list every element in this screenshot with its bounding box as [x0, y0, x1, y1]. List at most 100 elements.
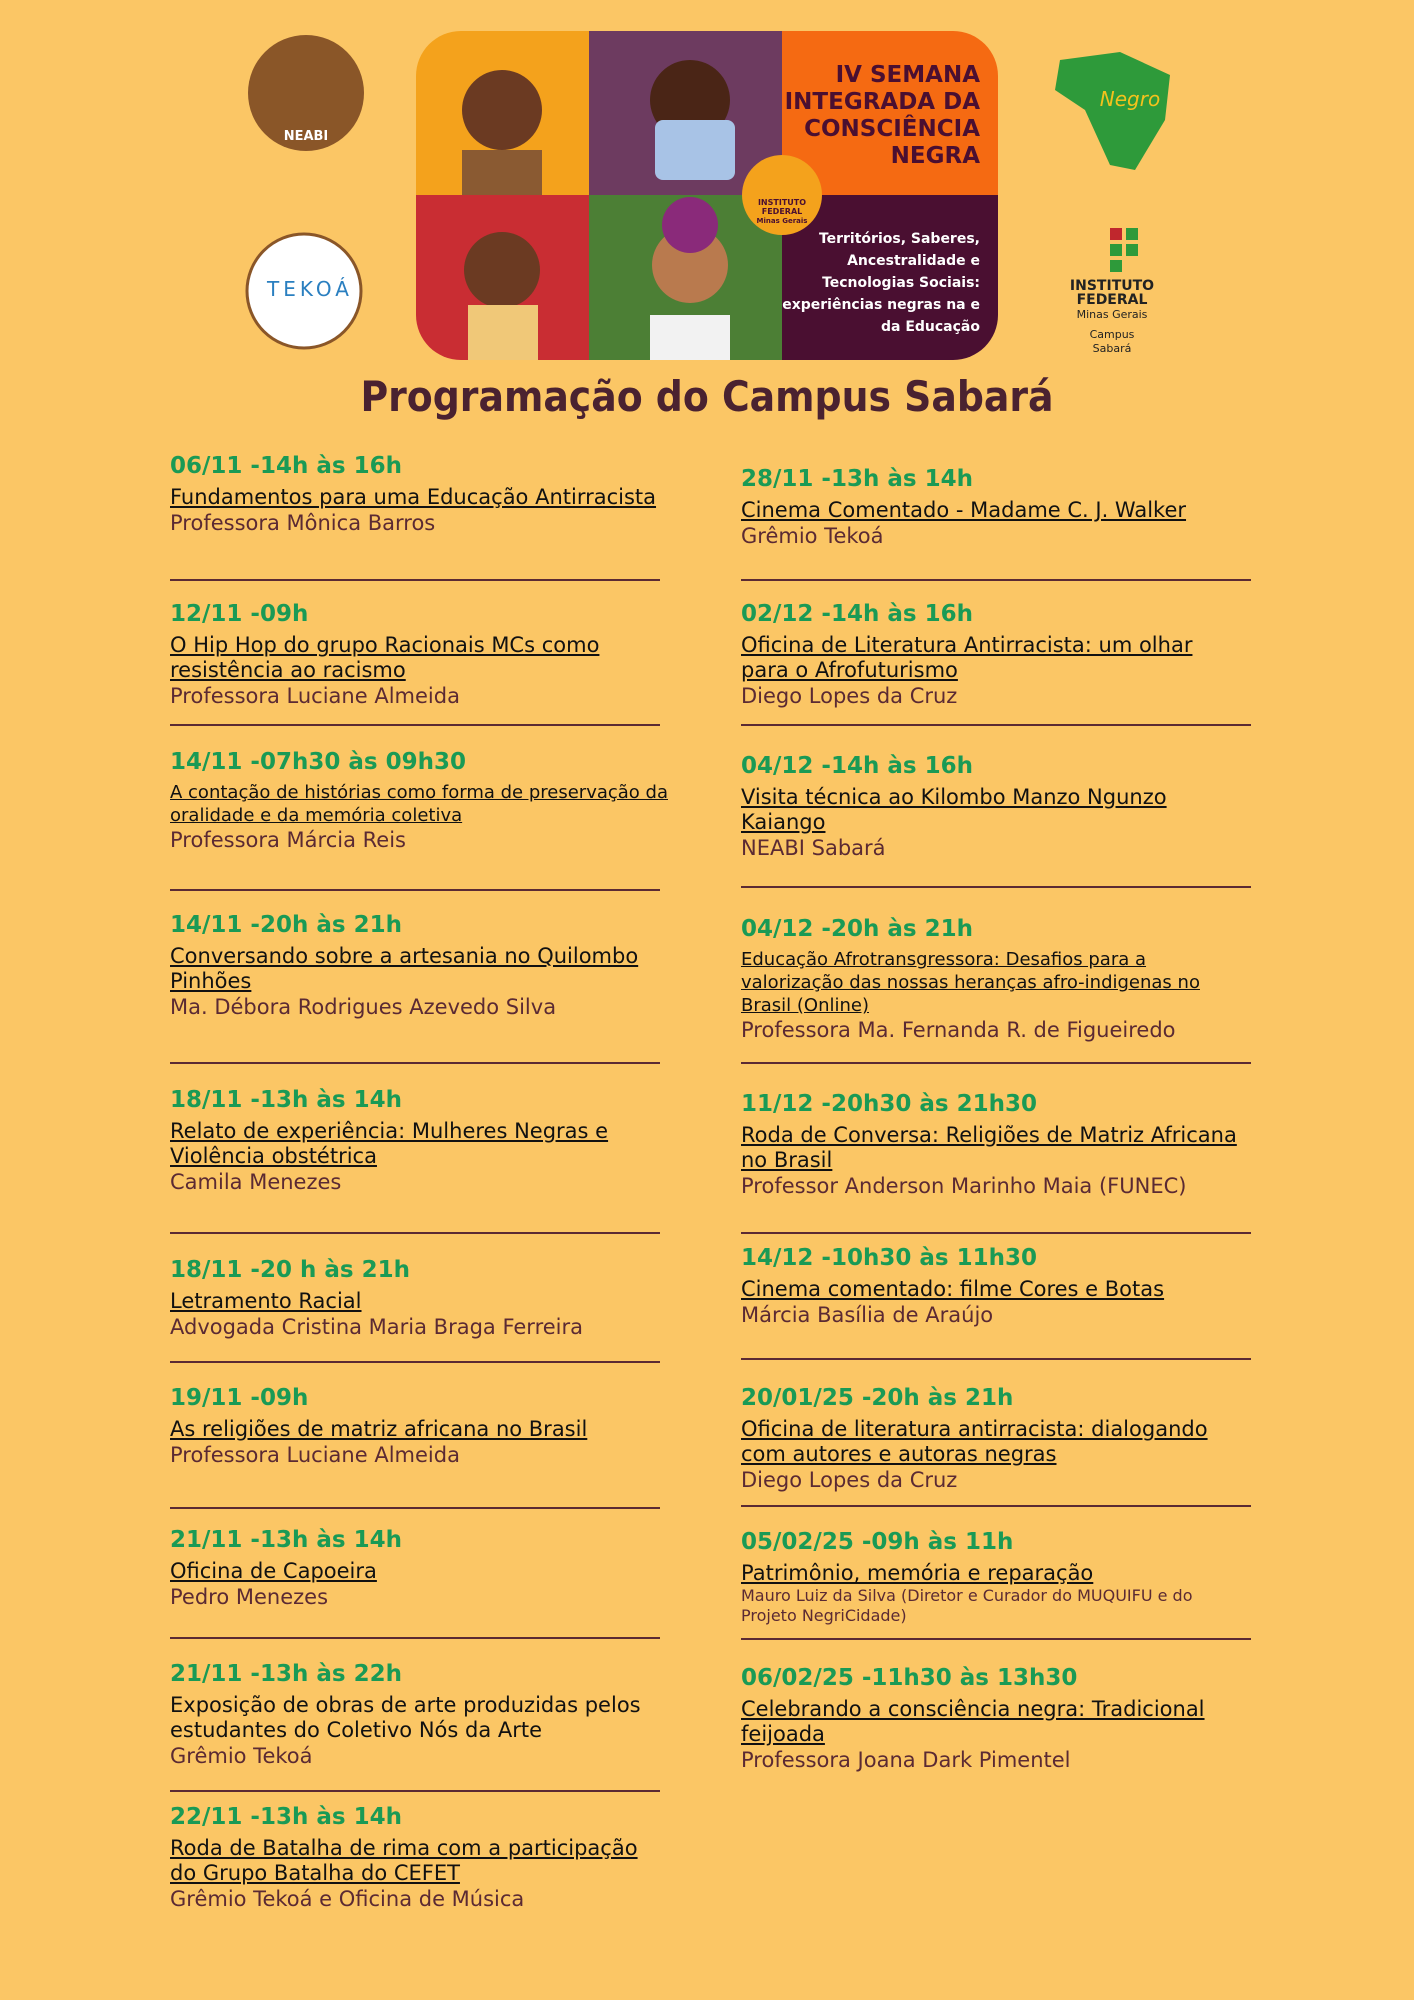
event-title: Educação Afrotransgressora: Desafios par…: [741, 949, 1200, 1016]
event-title: Exposição de obras de arte produzidas pe…: [170, 1693, 641, 1742]
event-date: 04/12 -20h às 21h: [741, 916, 973, 942]
event-date: 14/12 -10h30 às 11h30: [741, 1245, 1037, 1271]
event-speaker: Professora Ma. Fernanda R. de Figueiredo: [741, 1018, 1176, 1042]
event-title: Fundamentos para uma Educação Antirracis…: [170, 485, 657, 509]
if-logo-text: Sabará: [1093, 342, 1132, 355]
event-speaker: Grêmio Tekoá e Oficina de Música: [170, 1887, 525, 1911]
separator: [741, 1232, 1251, 1234]
event-date: 22/11 -13h às 14h: [170, 1804, 402, 1830]
event-date: 18/11 -20 h às 21h: [170, 1257, 410, 1283]
banner-heading: NEGRA: [891, 143, 981, 169]
separator: [741, 886, 1251, 888]
event: 04/12 -14h às 16h Visita técnica ao Kilom…: [741, 753, 1241, 861]
banner-tagline: experiências negras na e: [782, 297, 980, 313]
separator: [741, 724, 1251, 726]
separator: [170, 579, 660, 581]
separator: [741, 579, 1251, 581]
badge-text: Minas Gerais: [757, 217, 808, 225]
if-logo-mark: [1110, 228, 1122, 240]
event-title: Roda de Conversa: Religiões de Matriz Af…: [741, 1123, 1237, 1172]
event: 06/02/25 -11h30 às 13h30 Celebrando a con…: [741, 1665, 1241, 1773]
banner-tagline: Territórios, Saberes,: [819, 231, 980, 247]
neabi-label: NEABI: [284, 129, 329, 144]
event-date: 06/02/25 -11h30 às 13h30: [741, 1665, 1078, 1691]
event-speaker: Advogada Cristina Maria Braga Ferreira: [170, 1315, 583, 1339]
event-date: 21/11 -13h às 14h: [170, 1527, 402, 1553]
badge-text: INSTITUTO: [758, 198, 806, 207]
separator: [170, 1361, 660, 1363]
event-date: 28/11 -13h às 14h: [741, 466, 973, 492]
if-logo-text: INSTITUTO: [1070, 278, 1154, 294]
if-badge: [742, 155, 822, 235]
separator: [170, 1790, 660, 1792]
banner: [416, 31, 998, 360]
tekoa-label: TEKOÁ: [266, 277, 353, 301]
brazil-map: [1055, 52, 1170, 170]
event: 06/11 -14h às 16h Fundamentos para uma Ed…: [170, 453, 670, 536]
event: 14/11 -20h às 21h Conversando sobre a art…: [170, 912, 670, 1020]
event-date: 02/12 -14h às 16h: [741, 601, 973, 627]
event-speaker: Grêmio Tekoá: [170, 1744, 313, 1768]
event: 21/11 -13h às 22h Exposição de obras de a…: [170, 1661, 670, 1769]
event: 02/12 -14h às 16h Oficina de Literatura A…: [741, 601, 1241, 709]
event-title: Visita técnica ao Kilombo Manzo Ngunzo K…: [741, 785, 1167, 834]
event: 20/01/25 -20h às 21h Oficina de literatur…: [741, 1385, 1241, 1493]
event-date: 14/11 -07h30 às 09h30: [170, 749, 466, 775]
badge-text: FEDERAL: [762, 207, 802, 216]
if-logo-text: Minas Gerais: [1077, 308, 1148, 321]
event-title: Cinema Comentado - Madame C. J. Walker: [741, 498, 1187, 522]
event-speaker: Professor Anderson Marinho Maia (FUNEC): [741, 1174, 1187, 1198]
event-speaker: NEABI Sabará: [741, 836, 886, 860]
event-speaker: Professora Joana Dark Pimentel: [741, 1748, 1071, 1772]
separator: [741, 1638, 1251, 1640]
banner-heading: CONSCIÊNCIA: [804, 114, 980, 142]
event-speaker: Ma. Débora Rodrigues Azevedo Silva: [170, 995, 557, 1019]
if-logo-mark: [1110, 260, 1122, 272]
event-title: As religiões de matriz africana no Brasi…: [170, 1417, 588, 1441]
banner-tagline: da Educação: [881, 319, 980, 335]
event-speaker: Diego Lopes da Cruz: [741, 684, 958, 708]
separator: [741, 1062, 1251, 1064]
event-date: 18/11 -13h às 14h: [170, 1087, 402, 1113]
event-speaker: Mauro Luiz da Silva (Diretor e Curador d…: [741, 1586, 1193, 1625]
page-title: Programação do Campus Sabará: [360, 372, 1054, 421]
separator: [170, 1062, 660, 1064]
event: 22/11 -13h às 14h Roda de Batalha de rima…: [170, 1804, 670, 1912]
event-title: Celebrando a consciência negra: Tradicio…: [741, 1697, 1205, 1746]
event: 11/12 -20h30 às 21h30 Roda de Conversa: R…: [741, 1091, 1241, 1199]
event: 05/02/25 -09h às 11h Patrimônio, memória …: [741, 1529, 1241, 1626]
event-title: Oficina de literatura antirracista: dial…: [741, 1417, 1208, 1466]
separator: [170, 1637, 660, 1639]
if-logo-text: FEDERAL: [1077, 292, 1148, 308]
separator: [170, 1507, 660, 1509]
tekoa-logo: [245, 232, 363, 350]
event-date: 19/11 -09h: [170, 1385, 309, 1411]
event-date: 12/11 -09h: [170, 601, 309, 627]
event-speaker: Professora Luciane Almeida: [170, 1443, 460, 1467]
if-logo-text: Campus: [1090, 328, 1135, 341]
if-logo-mark: [1110, 244, 1122, 256]
event-title: Relato de experiência: Mulheres Negras e…: [170, 1119, 609, 1168]
event-title: Conversando sobre a artesania no Quilomb…: [170, 944, 639, 993]
event-speaker: Camila Menezes: [170, 1170, 342, 1194]
event-title: Oficina de Capoeira: [170, 1559, 377, 1583]
event-date: 04/12 -14h às 16h: [741, 753, 973, 779]
event: 04/12 -20h às 21h Educação Afrotransgress…: [741, 916, 1241, 1043]
event-speaker: Professora Mônica Barros: [170, 511, 436, 535]
banner-heading: INTEGRADA DA: [785, 89, 981, 115]
event: 14/12 -10h30 às 11h30 Cinema comentado: f…: [741, 1245, 1241, 1328]
separator: [170, 724, 660, 726]
event-speaker: Grêmio Tekoá: [741, 524, 884, 548]
event-title: Letramento Racial: [170, 1289, 362, 1313]
event-speaker: Diego Lopes da Cruz: [741, 1468, 958, 1492]
negro-label: Negro: [1100, 87, 1160, 111]
if-logo-mark: [1126, 228, 1138, 240]
separator: [170, 1232, 660, 1234]
event-date: 21/11 -13h às 22h: [170, 1661, 402, 1687]
event: 21/11 -13h às 14h Oficina de Capoeira Pedr…: [170, 1527, 670, 1610]
event-date: 20/01/25 -20h às 21h: [741, 1385, 1014, 1411]
separator: [170, 889, 660, 891]
separator: [741, 1358, 1251, 1360]
event: 14/11 -07h30 às 09h30 A contação de histó…: [170, 749, 670, 853]
